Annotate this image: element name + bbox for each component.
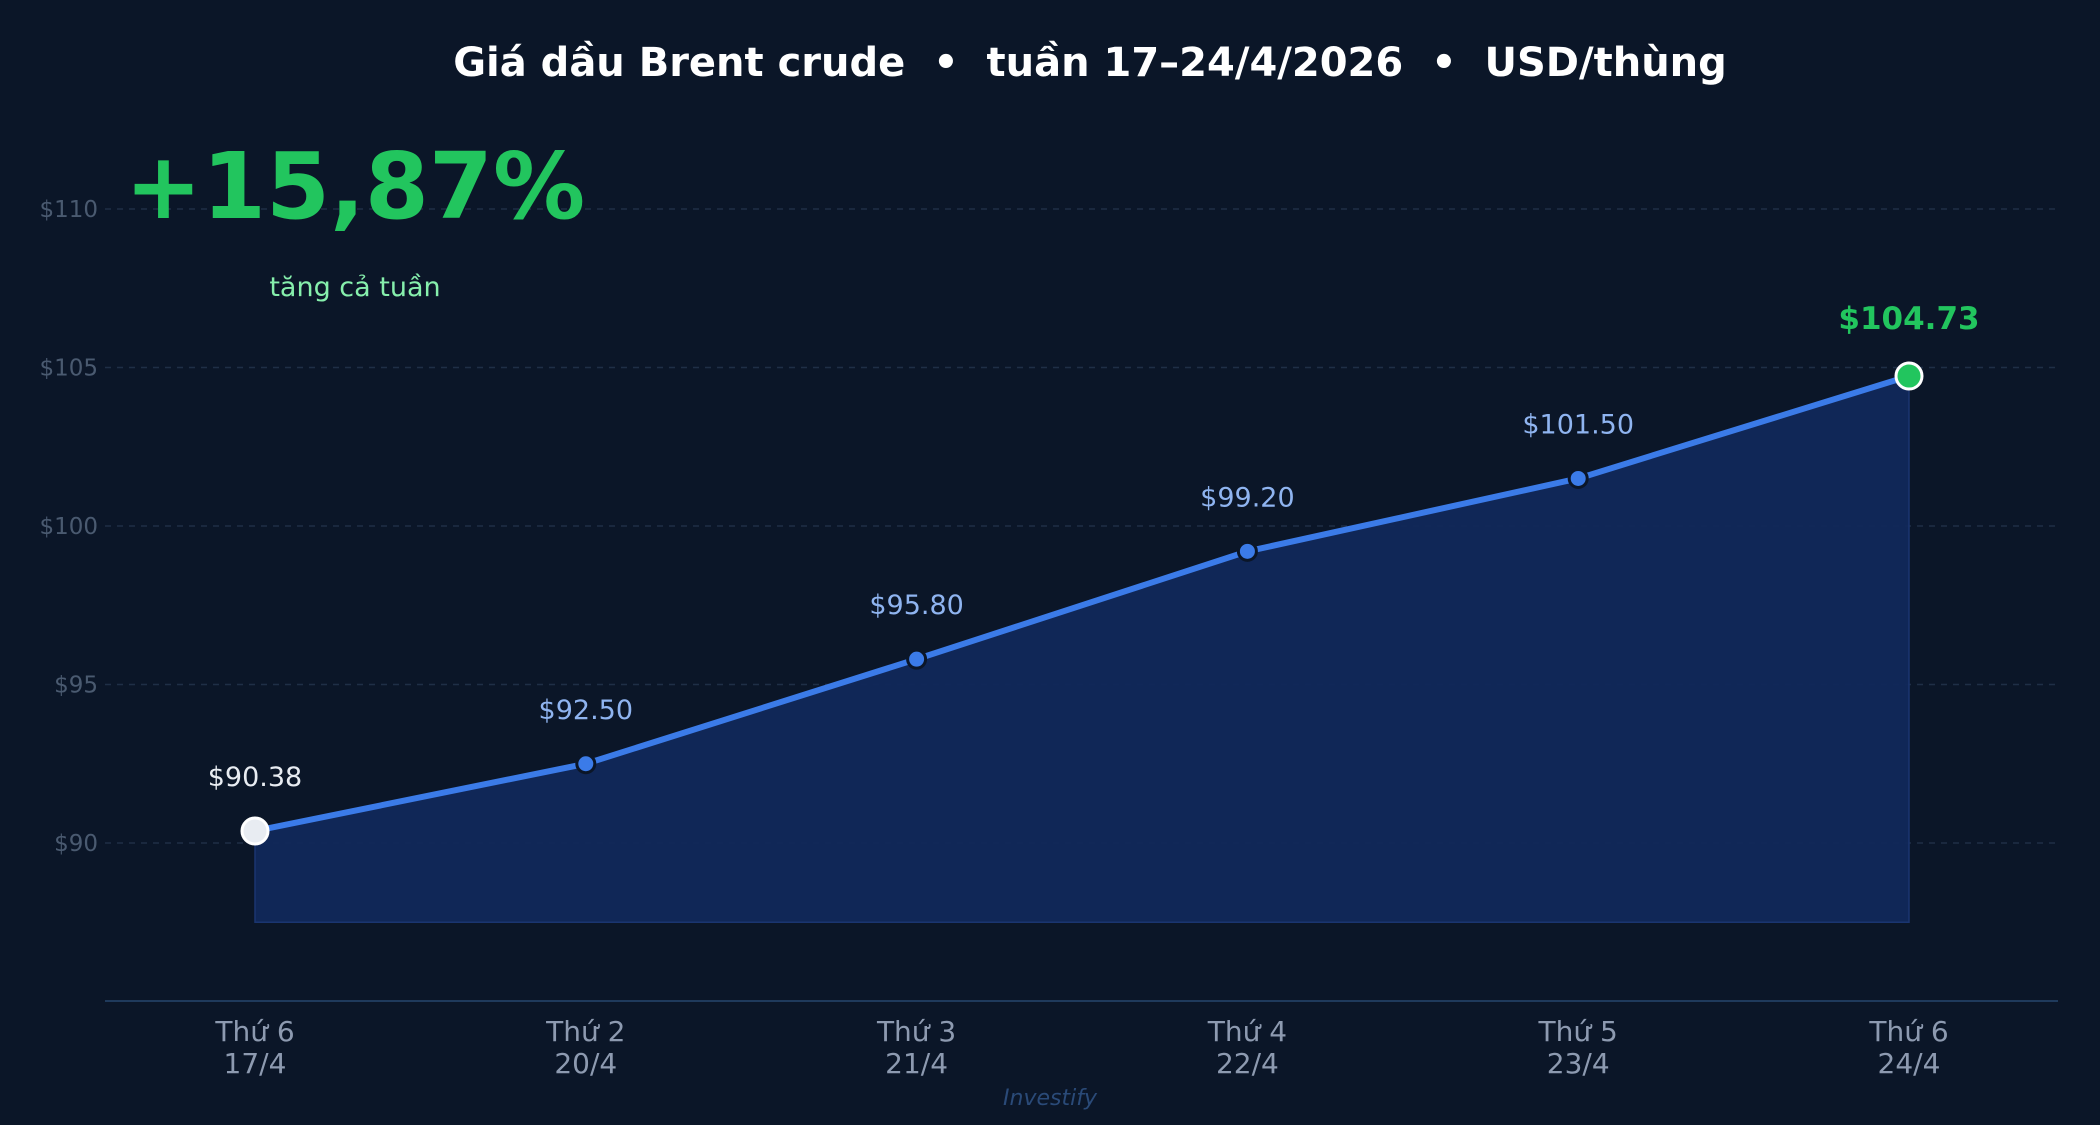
start-point [240, 816, 270, 846]
data-point [906, 648, 928, 670]
data-label: $104.73 [1838, 301, 1979, 337]
x-tick-weekday: Thứ 6 [1868, 1015, 1948, 1048]
y-tick-label: $95 [54, 673, 98, 699]
data-label: $92.50 [539, 695, 633, 726]
x-tick-weekday: Thứ 2 [545, 1015, 625, 1048]
weekly-change-caption: tăng cả tuần [269, 272, 440, 303]
x-tick-date: 24/4 [1878, 1047, 1941, 1080]
x-tick-date: 22/4 [1216, 1047, 1279, 1080]
data-label: $90.38 [208, 762, 302, 793]
y-tick-label: $110 [39, 197, 98, 223]
data-point [1567, 467, 1589, 489]
y-tick-label: $105 [39, 356, 98, 382]
chart-title: Giá dầu Brent crude • tuần 17–24/4/2026 … [453, 40, 1727, 86]
data-label: $95.80 [869, 590, 963, 621]
data-point [1236, 540, 1258, 562]
x-tick-date: 20/4 [554, 1047, 617, 1080]
x-tick-date: 17/4 [224, 1047, 287, 1080]
label-layer: $90.38 $92.50 $95.80 $99.20 $101.50 $104.73 [208, 301, 1980, 793]
x-tick-weekday: Thứ 3 [876, 1015, 956, 1048]
data-label: $101.50 [1522, 409, 1634, 440]
x-tick-weekday: Thứ 4 [1207, 1015, 1287, 1048]
area-layer [254, 375, 1910, 923]
watermark: Investify [1003, 1086, 1098, 1111]
y-tick-label: $90 [54, 831, 98, 857]
x-tick-date: 23/4 [1547, 1047, 1610, 1080]
weekly-change-value: +15,87% [125, 133, 585, 240]
line-layer [252, 373, 1912, 834]
end-point [1894, 361, 1924, 391]
point-layer [240, 361, 1924, 846]
x-tick-weekday: Thứ 6 [214, 1015, 294, 1048]
area-fill [254, 375, 1910, 923]
series-line [252, 373, 1912, 834]
x-tick-date: 21/4 [885, 1047, 948, 1080]
data-point [575, 753, 597, 775]
y-tick-label: $100 [39, 514, 98, 540]
data-label: $99.20 [1200, 482, 1294, 513]
x-tick-weekday: Thứ 5 [1538, 1015, 1618, 1048]
